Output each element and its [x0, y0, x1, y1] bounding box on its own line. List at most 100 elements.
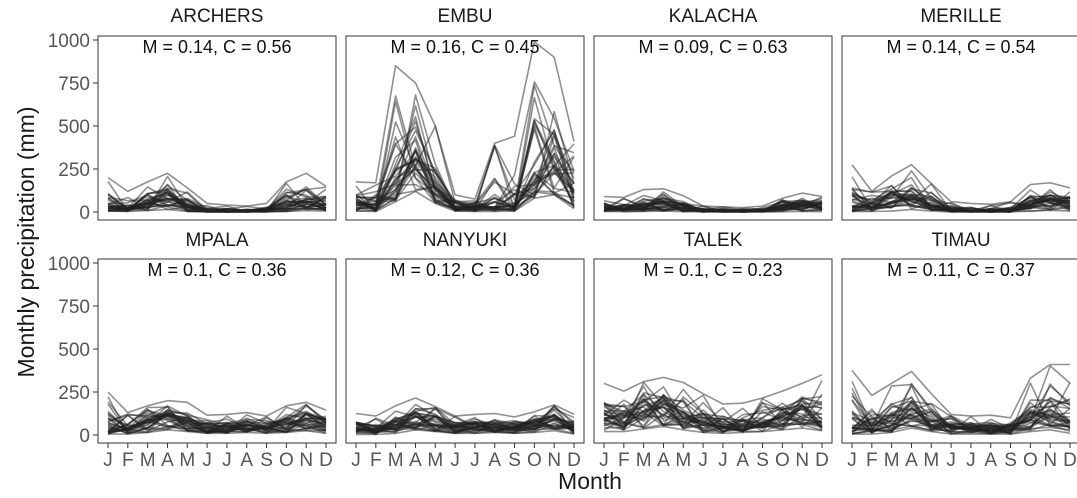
- series-line: [851, 363, 1070, 419]
- panel-annotation: M = 0.14, C = 0.54: [886, 37, 1035, 57]
- series-line: [355, 100, 575, 212]
- y-tick-label: 0: [79, 203, 90, 224]
- x-tick-label: A: [657, 450, 670, 471]
- series-line: [355, 40, 575, 200]
- x-tick-label: O: [775, 450, 790, 471]
- x-tick-label: M: [140, 450, 156, 471]
- x-tick-label: A: [736, 450, 749, 471]
- series-lines: [107, 172, 327, 213]
- x-tick-label: D: [815, 450, 829, 471]
- facet-panel-embu: EMBU M = 0.16, C = 0.45: [345, 6, 585, 221]
- x-tick-label: J: [599, 450, 609, 471]
- x-tick-label: M: [427, 450, 443, 471]
- panel-border: [97, 35, 337, 221]
- panel-border: [345, 35, 585, 221]
- series-lines: [355, 40, 575, 213]
- x-tick-label: S: [260, 450, 273, 471]
- series-lines: [603, 188, 823, 213]
- series-line: [107, 412, 327, 432]
- panel-annotation: M = 0.12, C = 0.36: [390, 260, 539, 280]
- series-line: [355, 415, 575, 433]
- facet-title: ARCHERS: [171, 6, 264, 27]
- series-line: [603, 395, 823, 432]
- y-tick-label: 0: [79, 426, 90, 447]
- x-tick-label: M: [388, 450, 404, 471]
- x-tick-label: A: [488, 450, 501, 471]
- x-tick-label: J: [103, 450, 113, 471]
- panel-border: [841, 35, 1077, 221]
- x-tick-label: J: [470, 450, 480, 471]
- x-tick-label: N: [299, 450, 313, 471]
- x-tick-label: D: [1063, 450, 1077, 471]
- x-tick-label: J: [450, 450, 460, 471]
- facet-panel-archers: ARCHERS M = 0.14, C = 0.56 0 250 500 750 1000: [48, 6, 337, 224]
- x-tick-label: O: [527, 450, 542, 471]
- y-tick-label: 500: [58, 340, 90, 361]
- panel-annotation: M = 0.09, C = 0.63: [638, 37, 787, 57]
- panel-border: [593, 35, 833, 221]
- series-line: [604, 425, 823, 435]
- y-tick-label: 250: [58, 383, 90, 404]
- panel-border: [841, 258, 1077, 444]
- x-tick-label: F: [370, 450, 382, 471]
- series-line: [356, 428, 575, 436]
- series-line: [603, 404, 823, 433]
- series-line: [603, 374, 823, 405]
- y-tick-label: 1000: [48, 254, 90, 275]
- x-tick-label: S: [1004, 450, 1017, 471]
- series-line: [107, 172, 327, 207]
- series-line: [852, 427, 1071, 435]
- x-tick-label: M: [636, 450, 652, 471]
- x-tick-label: M: [884, 450, 900, 471]
- facet-title: MERILLE: [920, 6, 1001, 27]
- x-tick-label: A: [905, 450, 918, 471]
- facet-title: TALEK: [684, 230, 743, 251]
- x-tick-label: J: [351, 450, 361, 471]
- facet-panel-kalacha: KALACHA M = 0.09, C = 0.63: [593, 6, 833, 221]
- panel-border: [345, 258, 585, 444]
- x-tick-label: A: [409, 450, 422, 471]
- series-line: [851, 194, 1071, 213]
- y-tick-label: 500: [58, 117, 90, 138]
- series-lines: [603, 374, 823, 435]
- series-lines: [355, 397, 575, 436]
- series-lines: [107, 391, 327, 435]
- panel-border: [593, 258, 833, 444]
- x-tick-label: J: [698, 450, 708, 471]
- series-line: [603, 188, 823, 209]
- x-tick-label: J: [202, 450, 212, 471]
- series-line: [107, 396, 327, 435]
- series-line: [107, 409, 327, 434]
- panel-annotation: M = 0.1, C = 0.36: [147, 260, 286, 280]
- series-line: [355, 149, 575, 211]
- y-tick-label: 750: [58, 297, 90, 318]
- facet-title: NANYUKI: [423, 230, 507, 251]
- x-tick-label: F: [618, 450, 630, 471]
- x-tick-label: M: [179, 450, 195, 471]
- series-lines: [851, 163, 1071, 213]
- series-line: [107, 406, 327, 433]
- facet-title: KALACHA: [669, 6, 758, 27]
- series-line: [355, 415, 575, 433]
- series-line: [107, 186, 327, 213]
- x-tick-label: O: [1023, 450, 1038, 471]
- x-tick-label: M: [923, 450, 939, 471]
- series-line: [107, 391, 327, 417]
- panel-annotation: M = 0.11, C = 0.37: [887, 260, 1035, 280]
- x-tick-label: D: [319, 450, 333, 471]
- x-tick-label: A: [984, 450, 997, 471]
- panel-annotation: M = 0.1, C = 0.23: [643, 260, 782, 280]
- facet-panel-merille: MERILLE M = 0.14, C = 0.54: [841, 6, 1077, 221]
- series-line: [107, 405, 327, 434]
- x-tick-label: F: [122, 450, 134, 471]
- series-line: [603, 385, 823, 431]
- facet-title: TIMAU: [931, 230, 990, 251]
- x-tick-label: A: [161, 450, 174, 471]
- series-line: [355, 95, 575, 211]
- series-lines: [851, 363, 1071, 435]
- x-tick-label: A: [240, 450, 253, 471]
- facet-title: EMBU: [438, 6, 493, 27]
